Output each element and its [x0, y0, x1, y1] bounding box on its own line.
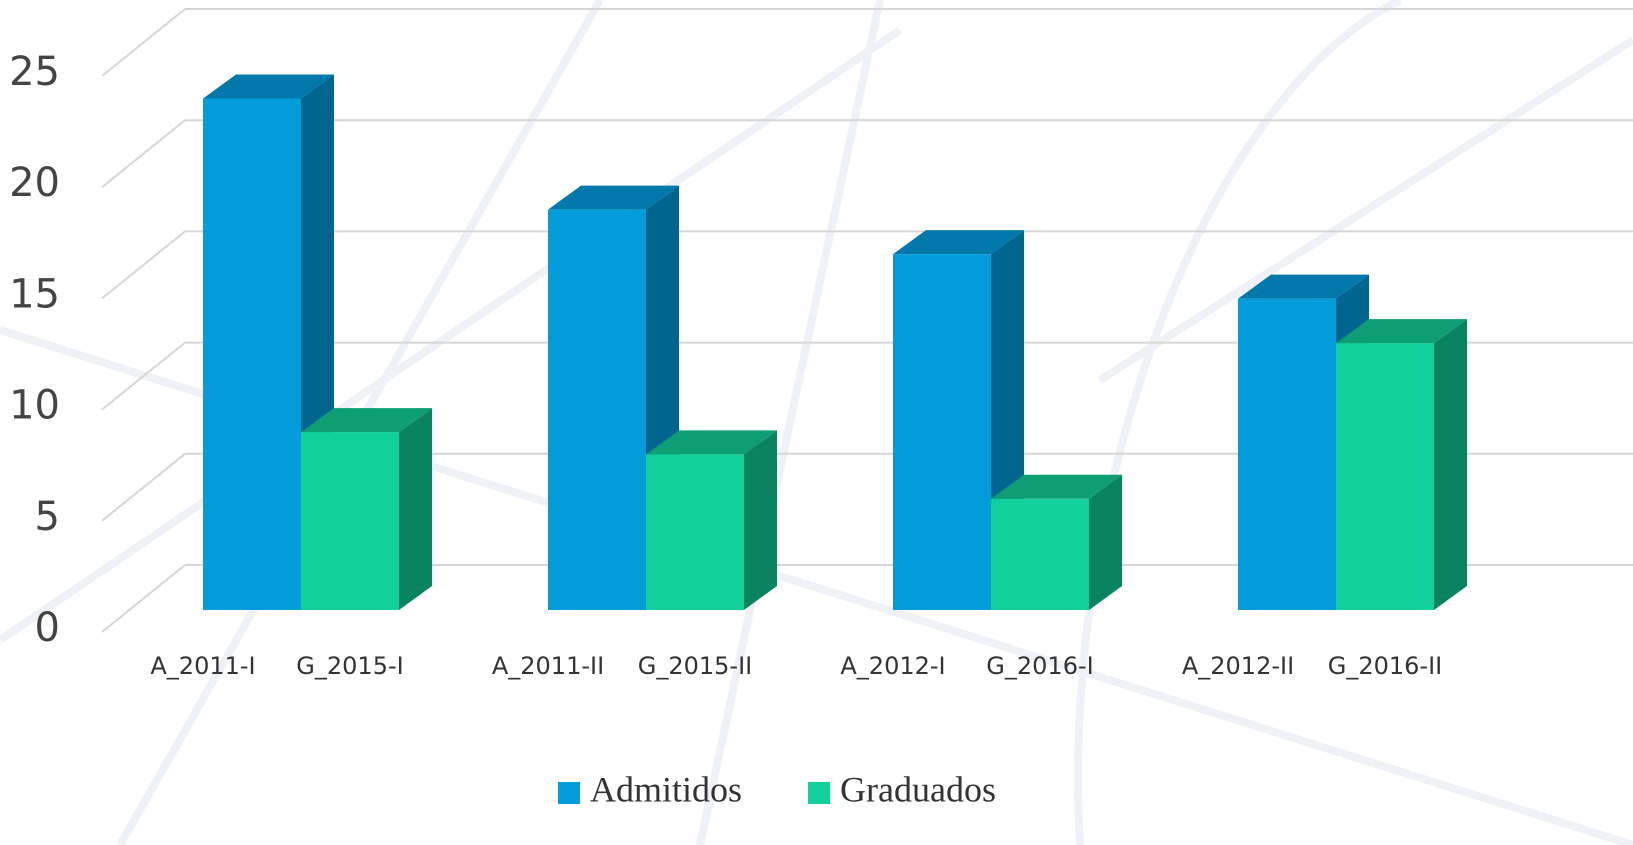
- grid-line: [101, 453, 186, 522]
- legend-label: Admitidos: [590, 769, 742, 809]
- legend-label: Graduados: [840, 769, 996, 809]
- x-tick-label: A_2012-I: [840, 652, 945, 680]
- y-tick-label: 20: [9, 160, 60, 206]
- y-tick-label: 25: [9, 49, 60, 95]
- x-tick-label: G_2016-I: [986, 652, 1093, 680]
- x-tick-label: G_2015-I: [296, 652, 403, 680]
- legend-swatch: [558, 782, 580, 804]
- bar-top: [646, 430, 777, 455]
- y-tick-label: 0: [35, 605, 60, 651]
- bar-top: [203, 74, 334, 99]
- bar-side: [399, 408, 432, 610]
- legend-swatch: [808, 782, 830, 804]
- bar: [1336, 343, 1434, 610]
- x-tick-label: G_2016-II: [1328, 652, 1443, 680]
- bar-side: [1089, 474, 1122, 610]
- bar: [203, 98, 301, 610]
- y-tick-label: 10: [9, 383, 60, 429]
- bar: [893, 254, 991, 610]
- x-tick-label: A_2012-II: [1182, 652, 1294, 680]
- bar: [646, 454, 744, 610]
- bar-top: [1238, 274, 1369, 299]
- grid-line: [101, 341, 186, 411]
- y-tick-label: 15: [9, 271, 60, 317]
- x-tick-label: G_2015-II: [638, 652, 753, 680]
- grid-line: [101, 564, 186, 633]
- bar: [548, 209, 646, 610]
- grid-line: [101, 8, 186, 77]
- bar-side: [744, 430, 777, 610]
- bar: [1238, 298, 1336, 610]
- bar: [991, 498, 1089, 610]
- grid-line: [101, 230, 186, 300]
- x-tick-label: A_2011-I: [150, 652, 255, 680]
- bar-top: [893, 230, 1024, 255]
- bar-top: [1336, 319, 1467, 344]
- bar-top: [301, 408, 432, 433]
- bar-top: [548, 185, 679, 210]
- bar: [301, 432, 399, 610]
- grid-line: [101, 119, 186, 188]
- x-tick-label: A_2011-II: [492, 652, 604, 680]
- y-tick-label: 5: [35, 494, 60, 540]
- bar-side: [1434, 319, 1467, 610]
- bar-top: [991, 474, 1122, 499]
